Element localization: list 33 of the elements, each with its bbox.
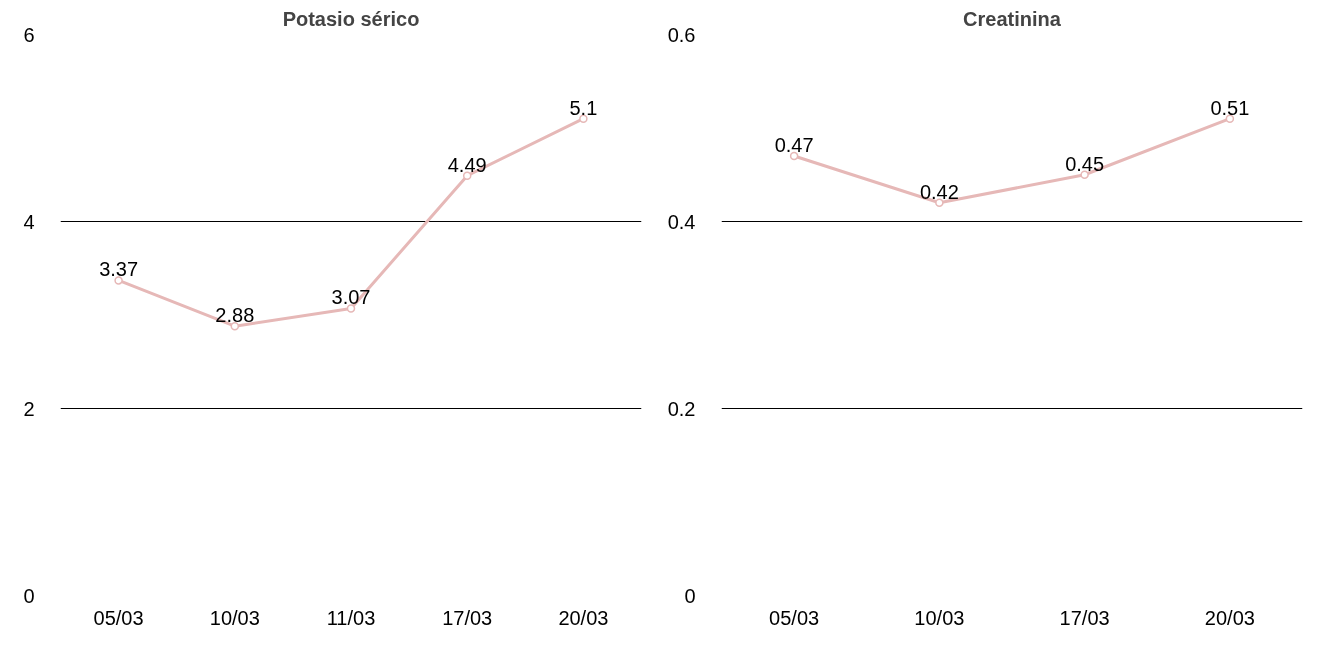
y-tick-label: 6	[23, 23, 35, 46]
x-tick-label: 05/03	[93, 606, 144, 629]
data-label: 0.45	[1065, 152, 1105, 175]
data-label: 0.51	[1210, 96, 1250, 119]
data-label: 0.42	[919, 180, 959, 203]
x-tick-label: 10/03	[209, 606, 260, 629]
x-tick-label: 17/03	[442, 606, 493, 629]
x-tick-label: 11/03	[326, 606, 376, 629]
x-tick-label: 20/03	[1204, 606, 1255, 629]
point	[346, 304, 356, 313]
data-label: 0.47	[774, 134, 814, 157]
chart-title: Potasio sérico	[282, 7, 420, 30]
x-tick-label: 05/03	[769, 606, 820, 629]
y-tick-label: 2	[23, 397, 35, 420]
y-tick-label: 0.6	[667, 23, 696, 46]
point	[114, 276, 123, 285]
y-tick-label: 0.4	[667, 210, 696, 233]
data-label: 3.37	[99, 258, 139, 281]
x-tick-label: 10/03	[914, 606, 965, 629]
x-tick-label: 17/03	[1059, 606, 1110, 629]
y-tick-label: 0	[684, 584, 696, 607]
x-tick-label: 20/03	[558, 606, 609, 629]
point	[789, 151, 799, 161]
point	[935, 198, 944, 208]
data-label: 3.07	[331, 286, 371, 309]
data-label: 5.1	[569, 96, 598, 119]
data-label: 4.49	[447, 153, 487, 176]
y-tick-label: 4	[23, 210, 35, 233]
data-label: 2.88	[215, 304, 255, 327]
chart-title: Creatinina	[963, 7, 1062, 30]
point	[230, 321, 240, 331]
y-tick-label: 0	[23, 584, 35, 607]
y-tick-label: 0.2	[667, 397, 696, 420]
